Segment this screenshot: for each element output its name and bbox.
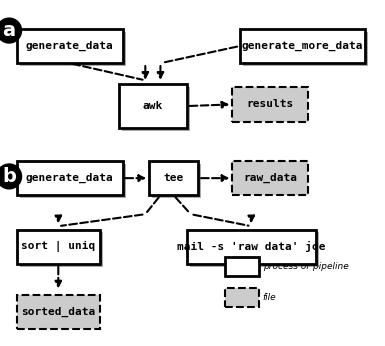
Text: file: file [263, 293, 276, 302]
Text: process or pipeline: process or pipeline [263, 262, 348, 271]
FancyBboxPatch shape [17, 161, 122, 195]
FancyBboxPatch shape [20, 164, 126, 198]
FancyBboxPatch shape [119, 84, 187, 128]
FancyBboxPatch shape [17, 230, 100, 264]
Text: a: a [3, 21, 16, 40]
FancyBboxPatch shape [149, 161, 198, 195]
FancyBboxPatch shape [225, 257, 259, 276]
Text: mail -s 'raw data' joe: mail -s 'raw data' joe [177, 241, 325, 252]
Text: b: b [2, 167, 16, 186]
FancyBboxPatch shape [225, 288, 259, 307]
FancyBboxPatch shape [152, 164, 201, 198]
Text: results: results [246, 99, 294, 109]
FancyBboxPatch shape [232, 87, 308, 121]
FancyBboxPatch shape [232, 161, 308, 195]
Text: generate_more_data: generate_more_data [241, 41, 363, 51]
Text: tee: tee [164, 173, 184, 183]
Text: raw_data: raw_data [243, 173, 297, 183]
FancyBboxPatch shape [17, 295, 100, 329]
FancyBboxPatch shape [187, 230, 316, 264]
FancyBboxPatch shape [17, 29, 122, 63]
Text: awk: awk [143, 101, 163, 111]
FancyBboxPatch shape [190, 233, 318, 267]
Text: sort | uniq: sort | uniq [21, 241, 95, 252]
FancyBboxPatch shape [20, 31, 126, 66]
FancyBboxPatch shape [243, 31, 368, 66]
FancyBboxPatch shape [122, 86, 190, 131]
FancyBboxPatch shape [20, 233, 103, 267]
Text: sorted_data: sorted_data [21, 307, 95, 317]
Text: generate_data: generate_data [26, 41, 114, 51]
FancyBboxPatch shape [240, 29, 365, 63]
Text: generate_data: generate_data [26, 173, 114, 183]
